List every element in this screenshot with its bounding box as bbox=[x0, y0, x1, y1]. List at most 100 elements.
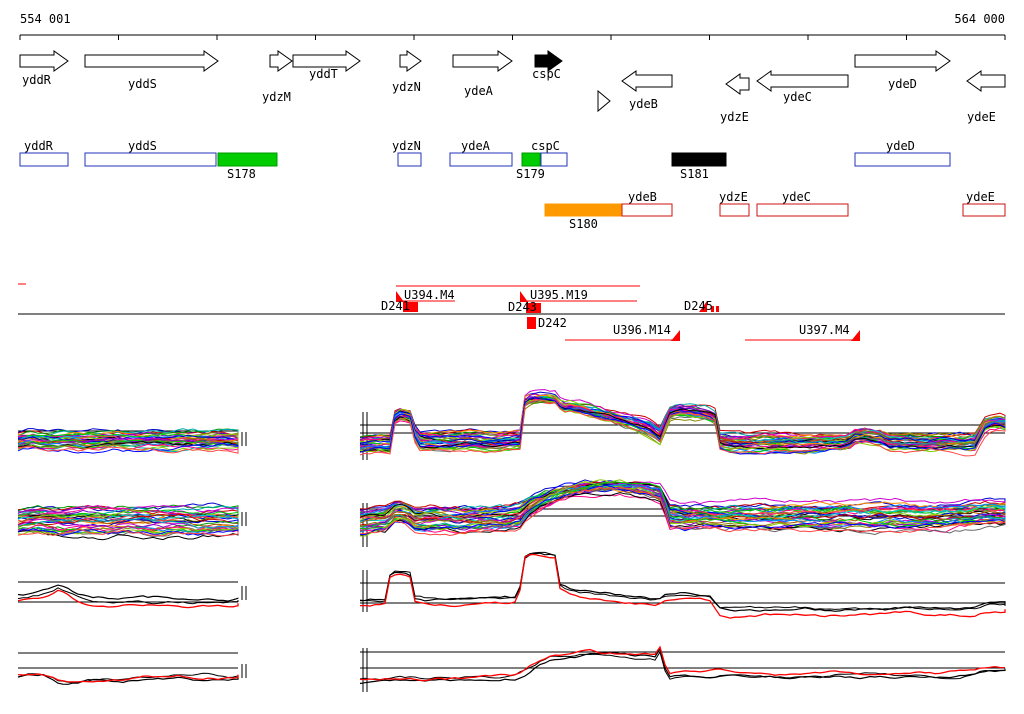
gene-arrow-track: yddR yddS ydzM yddT ydzN ydeA cspC ydeB ydzE ydeC… bbox=[19, 50, 1006, 124]
expression-line bbox=[17, 517, 239, 530]
gene-ydzM-arrow[interactable] bbox=[269, 50, 293, 72]
feature-S179-box[interactable] bbox=[521, 152, 541, 167]
expression-line bbox=[17, 509, 239, 517]
expression-line bbox=[359, 399, 1006, 457]
feature-yddS-box[interactable] bbox=[84, 152, 217, 167]
gene-ydeB-label: ydeB bbox=[629, 97, 658, 111]
feature-ydzN-label: ydzN bbox=[392, 139, 421, 153]
feature-cspC-label: cspC bbox=[531, 139, 560, 153]
transcript-U396.M14-label: U396.M14 bbox=[613, 323, 671, 337]
expression-line bbox=[359, 486, 1006, 531]
probe-segment-box[interactable] bbox=[526, 303, 541, 313]
feature-ydeC-box[interactable] bbox=[756, 203, 849, 217]
expression-line bbox=[17, 673, 239, 683]
expression-track-1 bbox=[17, 389, 1006, 460]
transcript-U397.M4-label: U397.M4 bbox=[799, 323, 850, 337]
gene-ydzN-label: ydzN bbox=[392, 80, 421, 94]
feature-ydeA-box[interactable] bbox=[449, 152, 513, 167]
gene-ydeA-label: ydeA bbox=[464, 84, 494, 98]
gene-cspC-arrow[interactable] bbox=[534, 50, 563, 72]
gene-yddS-arrow[interactable] bbox=[84, 50, 219, 72]
gene-ydeE-label: ydeE bbox=[967, 110, 996, 124]
gene-yddR-label: yddR bbox=[22, 73, 52, 87]
transcript-flag-triangle[interactable] bbox=[671, 330, 680, 341]
expression-track-3 bbox=[17, 551, 1006, 619]
feature-S180-label: S180 bbox=[569, 217, 598, 231]
feature-ydzE-box[interactable] bbox=[719, 203, 750, 217]
transcript-U395.M19-label: U395.M19 bbox=[530, 288, 588, 302]
transcript-flag-triangle[interactable] bbox=[396, 291, 404, 302]
expression-line bbox=[17, 504, 239, 517]
transcript-flag-triangle[interactable] bbox=[520, 291, 528, 302]
feature-ydeB-label: ydeB bbox=[628, 190, 657, 204]
expression-profile-tracks bbox=[17, 389, 1006, 692]
gene-ydeD-arrow[interactable] bbox=[854, 50, 951, 72]
feature-cspC-box[interactable] bbox=[540, 152, 568, 167]
expression-line bbox=[359, 484, 1006, 536]
gene-yddS-label: yddS bbox=[128, 77, 157, 91]
feature-ydeA-label: ydeA bbox=[461, 139, 491, 153]
transcript-U394.M4-label: U394.M4 bbox=[404, 288, 455, 302]
feature-yddR-label: yddR bbox=[24, 139, 54, 153]
expression-line bbox=[359, 645, 1006, 682]
expression-line bbox=[17, 589, 239, 609]
expression-line bbox=[359, 553, 1006, 619]
transcript-flag-triangle[interactable] bbox=[699, 301, 707, 312]
expression-line bbox=[17, 513, 239, 526]
expression-line bbox=[17, 673, 239, 685]
expression-line bbox=[17, 587, 239, 605]
expression-line bbox=[360, 480, 1006, 537]
gene-ydzE-arrow[interactable] bbox=[725, 73, 750, 95]
ruler-end-label: 564 000 bbox=[954, 12, 1005, 26]
expression-line bbox=[17, 527, 239, 535]
expression-line bbox=[17, 584, 239, 602]
expression-line bbox=[359, 481, 1006, 513]
coordinate-ruler bbox=[19, 34, 1006, 40]
expression-line bbox=[359, 397, 1006, 452]
gene-cspC-label: cspC bbox=[532, 67, 561, 81]
transcript-D241-label: D241 bbox=[381, 299, 410, 313]
expression-line bbox=[359, 650, 1006, 681]
feature-ydeB-box[interactable] bbox=[621, 203, 673, 217]
gene-unlabeled-arrow[interactable] bbox=[597, 89, 611, 113]
gene-ydzE-label: ydzE bbox=[720, 110, 749, 124]
expression-line bbox=[359, 399, 1006, 454]
probe-segment-box[interactable] bbox=[711, 306, 714, 312]
gene-ydzN-arrow[interactable] bbox=[399, 50, 422, 72]
feature-ydeE-label: ydeE bbox=[966, 190, 995, 204]
feature-S180-box[interactable] bbox=[544, 203, 623, 217]
gene-ydeE-arrow[interactable] bbox=[966, 70, 1006, 92]
feature-yddR-box[interactable] bbox=[19, 152, 69, 167]
expression-line bbox=[359, 551, 1006, 611]
gene-ydeA-arrow[interactable] bbox=[452, 50, 513, 72]
expression-line bbox=[17, 529, 239, 537]
feature-ydeE-box[interactable] bbox=[962, 203, 1006, 217]
expression-track-4 bbox=[17, 645, 1006, 692]
gene-ydeC-arrow[interactable] bbox=[756, 70, 849, 92]
expression-line bbox=[17, 443, 239, 453]
transcript-D243-label: D243 bbox=[508, 300, 537, 314]
feature-ydeD-box[interactable] bbox=[854, 152, 951, 167]
expression-track-2 bbox=[17, 479, 1006, 547]
probe-segment-box[interactable] bbox=[527, 317, 536, 329]
expression-line bbox=[359, 493, 1006, 534]
feature-S181-box[interactable] bbox=[671, 152, 727, 167]
feature-S181-label: S181 bbox=[680, 167, 709, 181]
gene-ydeB-arrow[interactable] bbox=[621, 70, 673, 92]
expression-line bbox=[17, 439, 239, 448]
transcript-D242-label: D242 bbox=[538, 316, 567, 330]
feature-S178-box[interactable] bbox=[217, 152, 278, 167]
feature-ydzN-box[interactable] bbox=[397, 152, 422, 167]
expression-line bbox=[17, 428, 239, 437]
probe-segment-box[interactable] bbox=[403, 302, 418, 312]
gene-yddR-arrow[interactable] bbox=[19, 50, 69, 72]
feature-yddS-label: yddS bbox=[128, 139, 157, 153]
probe-segment-box[interactable] bbox=[716, 306, 719, 312]
transcript-flag-triangle[interactable] bbox=[851, 330, 860, 341]
gene-yddT-arrow[interactable] bbox=[292, 50, 361, 72]
expression-line bbox=[359, 482, 1006, 515]
expression-line bbox=[359, 486, 1006, 516]
gene-ydeD-label: ydeD bbox=[888, 77, 917, 91]
